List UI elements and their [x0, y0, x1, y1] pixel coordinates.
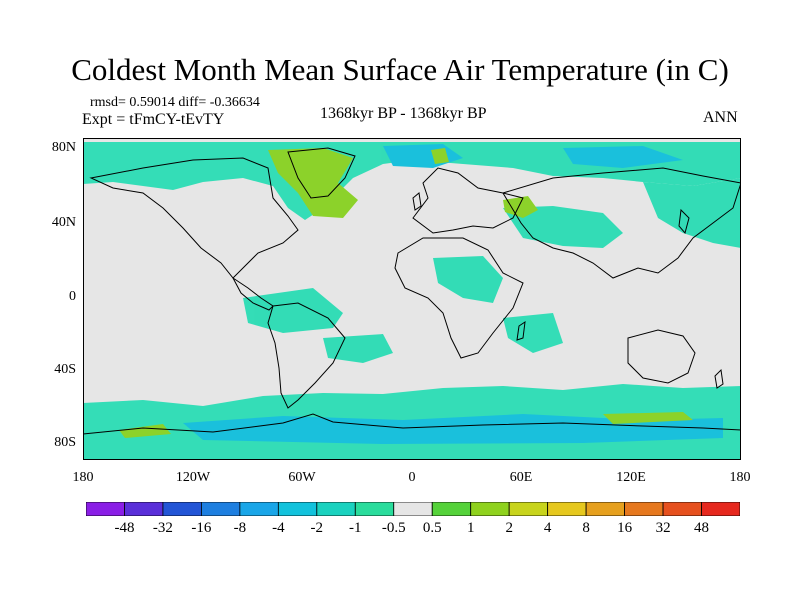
- antarctic-deep: [183, 414, 723, 444]
- colorbar-label: 16: [617, 520, 633, 536]
- colorbar-box: [162, 502, 202, 516]
- colorbar-label: 8: [582, 520, 590, 536]
- temperature-anomaly-map: [83, 138, 741, 460]
- map-frame: [83, 138, 741, 460]
- lat-label-80n: 80N: [51, 140, 76, 155]
- chart-title: Coldest Month Mean Surface Air Temperatu…: [71, 52, 729, 87]
- lon-label-180w: 180: [72, 470, 94, 485]
- colorbar-box: [547, 502, 587, 516]
- colorbar-box: [316, 502, 356, 516]
- colorbar-box: [701, 502, 740, 516]
- colorbar-label: 32: [655, 520, 671, 536]
- colorbar-box: [239, 502, 279, 516]
- lat-label-0: 0: [69, 289, 76, 304]
- caspian-warm: [503, 196, 538, 218]
- colorbar: [86, 502, 740, 516]
- colorbar-label: -2: [310, 520, 324, 536]
- south-america-coast: [267, 302, 346, 409]
- colorbar-label: -1: [349, 520, 362, 536]
- indian-ocean-patch: [503, 313, 563, 353]
- atlantic-patch: [323, 334, 393, 363]
- colorbar-box: [624, 502, 664, 516]
- lon-label-60e: 60E: [509, 470, 533, 485]
- colorbar-box: [124, 502, 164, 516]
- warm-anomaly-regions: [119, 148, 693, 438]
- colorbar-box: [354, 502, 395, 516]
- season-label: ANN: [703, 109, 738, 126]
- colorbar-label: 48: [694, 520, 709, 536]
- colorbar-label: -48: [114, 520, 135, 536]
- stats-label: rmsd= 0.59014 diff= -0.36634: [90, 95, 260, 110]
- colorbar-label: 1: [466, 520, 475, 536]
- antarctica-coast: [83, 413, 741, 435]
- central-america-coast: [232, 277, 274, 311]
- greenland-warm: [268, 148, 358, 218]
- lat-label-40s: 40S: [54, 362, 76, 377]
- lat-label-80s: 80S: [54, 435, 76, 450]
- cool-anomaly-regions: [83, 142, 741, 460]
- colorbar-label: -0.5: [381, 520, 406, 536]
- colorbar-box: [431, 502, 472, 516]
- lon-label-120w: 120W: [175, 470, 211, 485]
- japan-coast: [678, 208, 690, 235]
- lon-label-0: 0: [408, 470, 416, 485]
- lat-label-40n: 40N: [51, 215, 76, 230]
- scandinavia-warm: [431, 148, 449, 164]
- colorbar-box: [470, 502, 510, 516]
- colorbar-label: 0.5: [422, 520, 442, 536]
- colorbar-box: [508, 502, 549, 516]
- experiment-label: Expt = tFmCY-tEvTY: [82, 111, 225, 128]
- lon-label-60w: 60W: [288, 470, 316, 485]
- colorbar-label: -32: [152, 520, 173, 536]
- colorbar-label: -16: [191, 520, 212, 536]
- colorbar-box: [393, 502, 433, 516]
- uk-coast: [412, 192, 422, 211]
- colorbar-box: [86, 502, 125, 516]
- coastlines: [83, 147, 741, 435]
- antarctic-warm-west: [119, 424, 171, 438]
- madagascar-coast: [516, 320, 526, 341]
- africa-coast: [394, 237, 524, 359]
- lon-label-120e: 120E: [616, 470, 646, 485]
- antarctic-warm-east: [603, 412, 693, 424]
- africa-patch: [433, 256, 503, 303]
- new-zealand-coast: [714, 368, 724, 389]
- colorbar-label: 2: [505, 520, 513, 536]
- colorbar-box: [277, 502, 318, 516]
- siberia-patch: [643, 178, 741, 248]
- period-label: 1368kyr BP - 1368kyr BP: [320, 105, 487, 122]
- europe-coast: [412, 167, 524, 234]
- colorbar-label: 4: [543, 520, 552, 536]
- colorbar-label: -8: [233, 520, 247, 536]
- north-america-coast: [89, 157, 299, 279]
- greenland-coast: [287, 147, 356, 199]
- colorbar-box: [585, 502, 625, 516]
- arctic-asia-deep: [563, 146, 683, 168]
- colorbar-box: [662, 502, 702, 516]
- colorbar-box: [201, 502, 241, 516]
- asia-coast: [502, 167, 741, 279]
- colorbar-label: -4: [272, 520, 285, 536]
- australia-coast: [627, 329, 696, 384]
- lon-label-180e: 180: [729, 470, 751, 485]
